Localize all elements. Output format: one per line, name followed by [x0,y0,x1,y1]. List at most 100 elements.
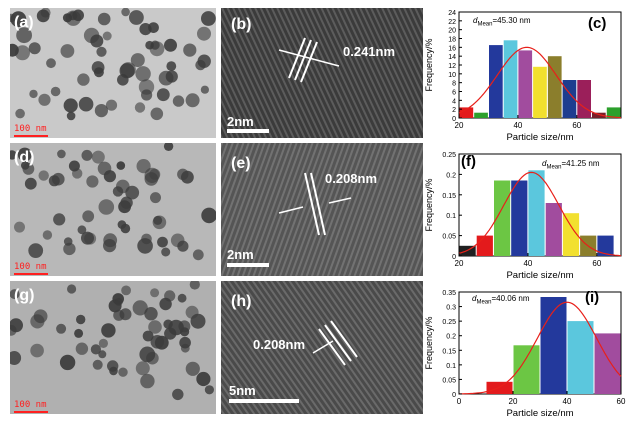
y-tick-label: 16 [448,45,456,52]
nanoparticle [103,233,118,248]
nanoparticle [21,161,30,170]
nanoparticle [201,11,216,26]
nanoparticle [91,61,105,74]
nanoparticle [28,243,44,258]
nanoparticle [172,95,185,107]
nanoparticle [130,53,145,68]
dmean-label-i: dMean=40.06 nm [472,294,530,306]
nanoparticle [118,367,128,377]
nanoparticle [163,319,173,329]
nanoparticle [196,371,211,387]
y-tick-label: 4 [452,98,456,105]
y-tick-label: 0.2 [446,172,456,179]
y-tick-label: 0.15 [442,348,456,355]
nanoparticle [10,324,17,336]
panel-label-e: (e) [231,155,251,172]
nanoparticle [139,23,152,36]
nanoparticle [190,313,206,329]
tem-image-d: (d) 100 nm [10,143,216,276]
histogram-bar [476,235,493,256]
dmean-label-c: dMean=45.30 nm [473,16,531,28]
nanoparticle [10,13,16,23]
y-tick-label: 2 [452,107,456,114]
y-tick-label: 22 [448,19,456,26]
nanoparticle [157,236,168,248]
nanoparticle [163,143,174,151]
nanoparticle [101,323,116,338]
y-tick-label: 0 [452,116,456,123]
nanoparticle [63,237,73,246]
panel-label-c: (c) [588,15,607,32]
panel-label-i: (i) [585,289,600,306]
nanoparticle [118,200,131,214]
nanoparticle [177,168,189,180]
nanoparticle [189,281,200,290]
histogram-bar [511,180,528,256]
nanoparticle [94,104,108,118]
histogram-bar [503,40,518,118]
histogram-bar [533,66,547,118]
nanoparticle [14,221,25,233]
nanoparticle [121,8,130,17]
gaussian-fit-curve [458,46,622,119]
nanoparticle [59,354,76,371]
x-tick-label: 20 [455,259,464,268]
histogram-bar [459,107,474,118]
nanoparticle [164,38,177,52]
nanoparticle [40,8,51,18]
scale-text-d: 100 nm [14,262,47,272]
nanoparticle [91,150,105,164]
nanoparticle [159,297,172,311]
nanoparticle [142,330,154,342]
nanoparticle [98,350,107,359]
nanoparticle [156,88,170,102]
lattice-fringes-e [221,143,423,276]
nanoparticle [185,93,200,108]
hrtem-image-e: (e) 0.208nm 2nm [221,143,423,276]
nanoparticle [141,89,153,101]
nanoparticle [144,307,158,321]
nanoparticle [72,168,83,179]
x-tick-label: 40 [523,259,532,268]
tem-particles-g [10,281,216,414]
panel-label-g: (g) [14,287,35,304]
nanoparticle [183,43,197,57]
histogram-bar [592,112,606,118]
nanoparticle [134,102,146,113]
nanoparticle [204,385,214,395]
nanoparticle [57,149,66,159]
nanoparticle [136,159,151,174]
y-tick-label: 8 [452,81,456,88]
nanoparticle [177,240,189,252]
histogram-chart-f: 20 40 60 0 0.05 0.1 0.15 0.2 0.25 Particle size/n… [424,152,622,281]
nanoparticle [29,89,38,99]
histogram-bar [513,345,540,394]
gaussian-fit-curve [458,301,622,395]
y-axis-title: Frequency/% [424,178,434,231]
nanoparticle [185,361,200,376]
x-tick-label: 60 [617,397,626,406]
d-spacing-b: 0.241nm [343,44,396,59]
d-spacing-e: 0.208nm [325,171,378,186]
y-tick-label: 0.25 [442,152,456,159]
nanoparticle [200,85,209,94]
nanoparticle [38,93,51,106]
panel-label-f: (f) [461,153,476,170]
y-tick-label: 12 [448,63,456,70]
nanoparticle [119,63,135,79]
scale-text-e: 2nm [227,247,254,262]
histogram-chart-i: 0 20 40 60 0 0.05 0.1 0.15 0.2 0.25 0.3 0.35 Particl… [424,290,626,419]
y-tick-label: 6 [452,90,456,97]
y-tick-label: 0.2 [446,334,456,341]
nanoparticle [148,320,162,334]
x-tick-label: 60 [572,121,581,130]
scale-bar-a [14,135,48,137]
nanoparticle [192,249,204,261]
nanoparticle [197,26,211,41]
nanoparticle [63,242,76,256]
nanoparticle [30,314,45,329]
nanoparticle [50,86,61,97]
hrtem-image-h: (h) 0.208nm 5nm [221,281,423,414]
panel-label-a: (a) [14,14,34,31]
d-spacing-h: 0.208nm [253,337,306,352]
